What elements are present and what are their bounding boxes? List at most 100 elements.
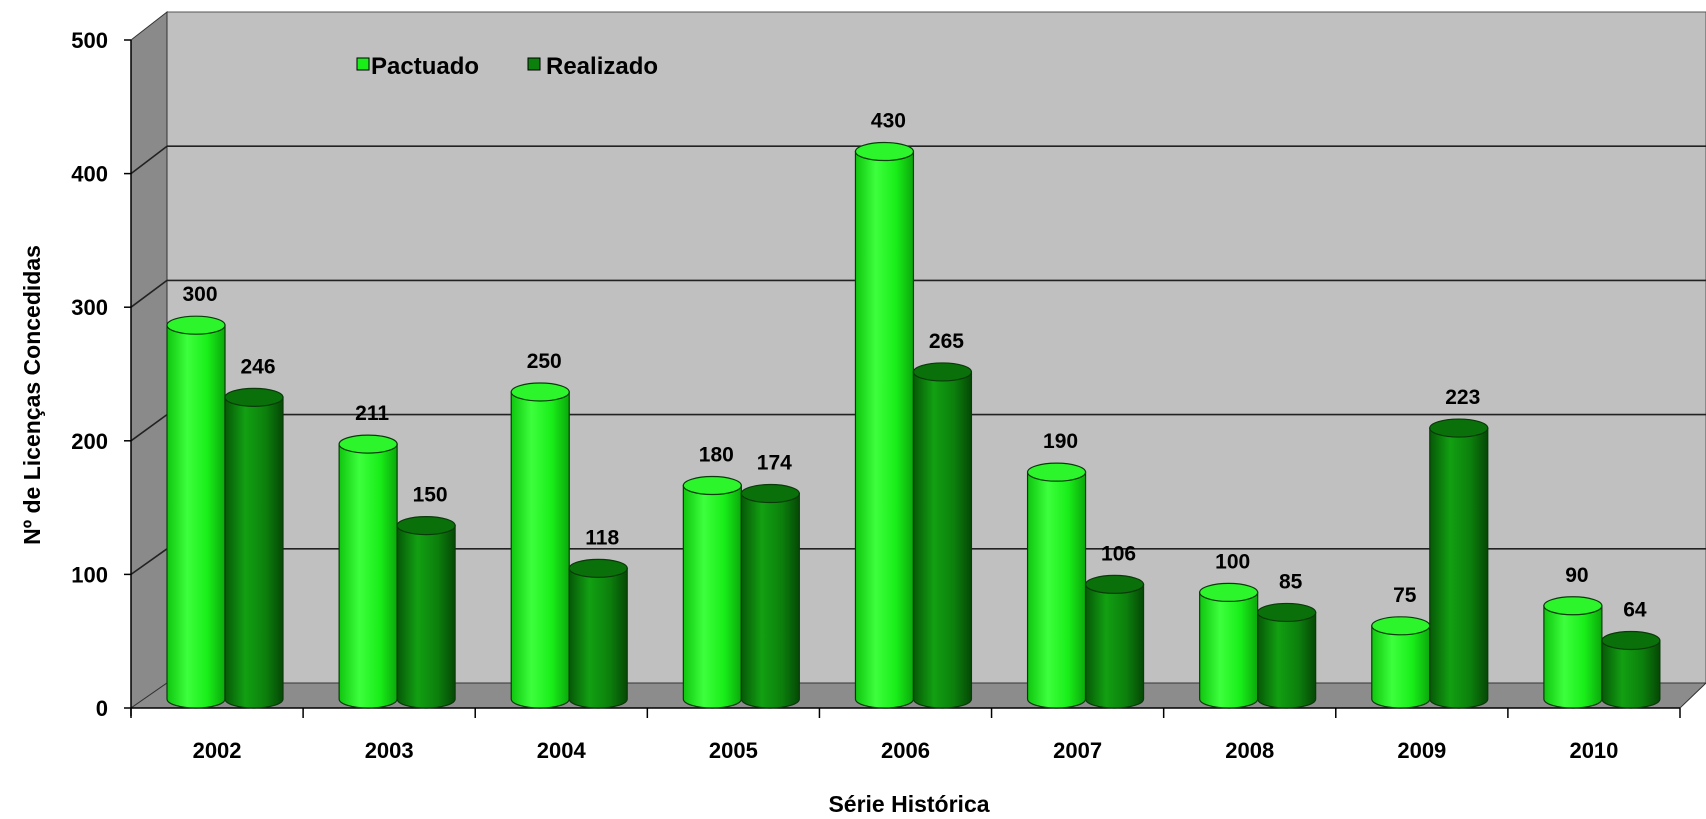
bar-body bbox=[1543, 605, 1603, 709]
bar-body bbox=[1601, 639, 1661, 709]
bar-pactuado bbox=[166, 315, 226, 709]
bar-realizado bbox=[396, 515, 456, 709]
x-tick-label: 2003 bbox=[365, 738, 414, 763]
y-tick-label: 400 bbox=[71, 162, 108, 187]
bar-realizado bbox=[1601, 630, 1661, 709]
bar-body bbox=[1429, 427, 1489, 709]
bar-top bbox=[568, 558, 628, 578]
bar-top bbox=[1199, 582, 1259, 603]
bar-pactuado bbox=[1371, 616, 1431, 709]
y-tick-label: 200 bbox=[71, 429, 108, 454]
bar-body bbox=[912, 371, 973, 709]
bar-body bbox=[1199, 591, 1259, 709]
data-label-pactuado: 211 bbox=[355, 402, 389, 425]
data-label-realizado: 174 bbox=[757, 452, 792, 475]
bar-realizado bbox=[912, 362, 973, 709]
data-label-pactuado: 430 bbox=[871, 110, 906, 133]
legend: Pactuado Realizado bbox=[356, 53, 658, 80]
x-axis-title: Série Histórica bbox=[828, 791, 989, 817]
bar-realizado bbox=[1429, 418, 1489, 709]
bar-body bbox=[224, 396, 284, 709]
y-tick-label: 500 bbox=[71, 28, 108, 53]
bar-realizado bbox=[740, 483, 800, 709]
bar-top bbox=[338, 434, 398, 454]
x-tick-label: 2005 bbox=[709, 738, 758, 763]
bar-top bbox=[1084, 574, 1145, 594]
data-label-pactuado: 100 bbox=[1215, 550, 1250, 573]
data-label-realizado: 223 bbox=[1445, 386, 1480, 409]
bar-pactuado bbox=[510, 382, 570, 709]
data-label-realizado: 85 bbox=[1279, 570, 1303, 593]
data-label-pactuado: 190 bbox=[1043, 430, 1078, 453]
x-tick-label: 2002 bbox=[193, 738, 242, 763]
bar-pactuado bbox=[1026, 462, 1087, 709]
data-label-pactuado: 250 bbox=[527, 350, 562, 373]
bar-pactuado bbox=[854, 141, 915, 709]
data-label-pactuado: 300 bbox=[182, 283, 217, 306]
bar-body bbox=[1371, 625, 1431, 709]
bar-top bbox=[224, 387, 284, 407]
x-tick-label: 2006 bbox=[881, 738, 930, 763]
legend-swatch-realizado bbox=[527, 57, 541, 71]
y-tick-label: 100 bbox=[71, 562, 108, 587]
x-tick-label: 2004 bbox=[537, 738, 587, 763]
bar-top bbox=[1429, 418, 1489, 438]
y-tick-label: 0 bbox=[96, 696, 108, 721]
bar-body bbox=[510, 391, 570, 709]
data-label-realizado: 265 bbox=[929, 330, 964, 353]
data-label-realizado: 150 bbox=[413, 484, 448, 507]
gridline-side bbox=[130, 413, 168, 442]
bar-pactuado bbox=[1199, 582, 1259, 709]
bars bbox=[166, 141, 1661, 709]
data-label-realizado: 106 bbox=[1101, 542, 1136, 565]
data-label-pactuado: 180 bbox=[699, 444, 734, 467]
data-label-realizado: 246 bbox=[240, 355, 275, 378]
bar-body bbox=[854, 150, 915, 709]
legend-label-pactuado: Pactuado bbox=[371, 53, 479, 80]
bar-top bbox=[1257, 602, 1317, 623]
data-label-pactuado: 75 bbox=[1393, 584, 1417, 607]
bar-pactuado bbox=[682, 475, 742, 709]
data-labels: 300 246 211 150 250 118 180 174 430 265 190 106 100 8… bbox=[182, 110, 1646, 622]
x-tick-label: 2010 bbox=[1569, 738, 1618, 763]
bar-top bbox=[682, 475, 742, 496]
bar-top bbox=[1601, 630, 1661, 651]
bar-body bbox=[682, 484, 742, 709]
bar-top bbox=[912, 362, 973, 382]
bar-pactuado bbox=[338, 434, 398, 709]
bar-body bbox=[1257, 611, 1317, 709]
side-wall bbox=[130, 10, 168, 709]
bar-realizado bbox=[568, 558, 628, 709]
bar-top bbox=[854, 141, 915, 162]
data-label-pactuado: 90 bbox=[1565, 564, 1588, 587]
bar-realizado bbox=[224, 387, 284, 709]
y-tick-label: 300 bbox=[71, 295, 108, 320]
y-axis: 0 100 200 300 400 500 bbox=[71, 28, 132, 721]
bar-body bbox=[166, 324, 226, 709]
gridline-side bbox=[130, 279, 168, 308]
bar-body bbox=[396, 525, 456, 709]
bar-top bbox=[396, 515, 456, 536]
bar-top bbox=[1371, 616, 1431, 636]
bar-top bbox=[740, 483, 800, 504]
bar-top bbox=[1543, 596, 1603, 616]
bar-realizado bbox=[1257, 602, 1317, 709]
x-tick-label: 2008 bbox=[1225, 738, 1274, 763]
y-axis-title: Nº de Licenças Concedidas bbox=[19, 245, 45, 545]
legend-swatch-pactuado bbox=[356, 57, 370, 71]
bar-body bbox=[338, 443, 398, 709]
bar-body bbox=[740, 492, 800, 709]
x-tick-label: 2007 bbox=[1053, 738, 1102, 763]
legend-label-realizado: Realizado bbox=[546, 53, 658, 80]
bar-body bbox=[1084, 583, 1145, 709]
data-label-realizado: 64 bbox=[1623, 598, 1647, 621]
bar-realizado bbox=[1084, 574, 1145, 709]
bar-body bbox=[568, 567, 628, 709]
gridline-side bbox=[130, 548, 168, 576]
data-label-realizado: 118 bbox=[585, 526, 619, 549]
gridline-side bbox=[130, 145, 168, 175]
x-tick-label: 2009 bbox=[1397, 738, 1446, 763]
bar-body bbox=[1026, 471, 1087, 709]
